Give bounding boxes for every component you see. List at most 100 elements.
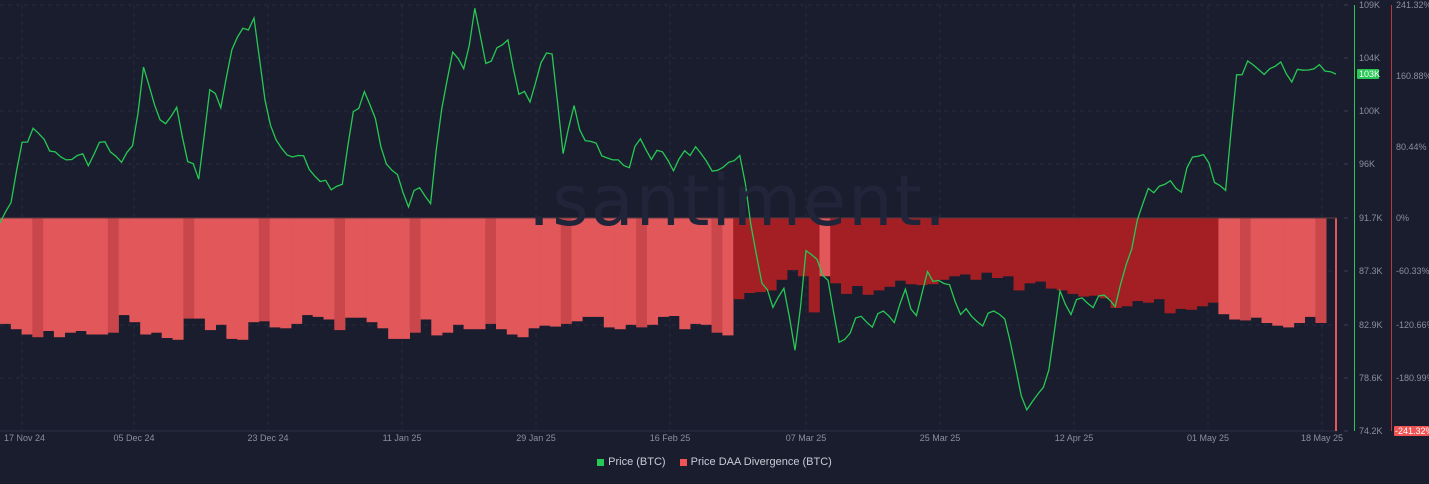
divergence-bar (1261, 218, 1273, 323)
divergence-bar (107, 218, 119, 333)
divergence-bar (506, 218, 518, 335)
divergence-bar (948, 218, 960, 277)
divergence-bar (528, 218, 540, 329)
divergence-axis-tick: -120.66% (1396, 320, 1429, 330)
divergence-bar (53, 218, 65, 338)
divergence-bar (75, 218, 87, 331)
price-axis-tick: 100K (1359, 106, 1380, 116)
divergence-bar (64, 218, 76, 333)
divergence-bar (862, 218, 874, 295)
x-axis-tick: 11 Jan 25 (383, 433, 422, 443)
divergence-bar (1110, 218, 1122, 308)
divergence-bar (1250, 218, 1262, 318)
divergence-bar (10, 218, 22, 330)
x-axis-tick: 07 Mar 25 (786, 433, 827, 443)
divergence-bar (388, 218, 400, 339)
divergence-bar (1196, 218, 1208, 307)
divergence-bar (517, 218, 529, 338)
divergence-bar (366, 218, 378, 323)
divergence-bar (841, 218, 853, 294)
divergence-bar (700, 218, 712, 325)
divergence-bar (560, 218, 572, 324)
divergence-bar (1067, 218, 1079, 294)
divergence-bar (1035, 218, 1047, 282)
divergence-bar (452, 218, 464, 325)
current-price-badge: 103K (1359, 69, 1380, 79)
x-axis-tick: 17 Nov 24 (4, 433, 45, 443)
divergence-bar (1229, 218, 1241, 320)
divergence-axis-tick: 0% (1396, 213, 1409, 223)
x-axis-tick: 05 Dec 24 (113, 433, 154, 443)
divergence-bar (571, 218, 583, 322)
legend-item-price[interactable]: Price (BTC) (597, 456, 666, 468)
x-axis-tick: 12 Apr 25 (1055, 433, 1094, 443)
divergence-bar (420, 218, 432, 320)
divergence-bar (1078, 218, 1090, 297)
divergence-bar (151, 218, 163, 333)
divergence-bar (873, 218, 885, 291)
price-axis-tick: 109K (1359, 0, 1380, 10)
divergence-bar (1315, 218, 1327, 323)
divergence-bar (1164, 218, 1176, 314)
divergence-bar (323, 218, 335, 320)
price-axis-tick: 96K (1359, 159, 1375, 169)
legend-label-price: Price (BTC) (608, 456, 666, 468)
divergence-bar (894, 218, 906, 281)
divergence-bar (1335, 218, 1337, 431)
divergence-bar (1045, 218, 1057, 289)
divergence-bar (905, 218, 917, 285)
x-axis-tick: 29 Jan 25 (516, 433, 556, 443)
divergence-bar (442, 218, 454, 333)
divergence-bar (172, 218, 184, 340)
divergence-bar (194, 218, 206, 319)
divergence-bar (744, 218, 756, 293)
divergence-bar (625, 218, 637, 325)
divergence-bar (1272, 218, 1284, 326)
divergence-bar (463, 218, 475, 330)
divergence-bar (549, 218, 561, 327)
divergence-bar (291, 218, 303, 324)
divergence-bar (269, 218, 281, 328)
divergence-bar (118, 218, 130, 316)
divergence-bar (377, 218, 389, 329)
divergence-bar (603, 218, 615, 328)
legend-swatch-divergence-icon (679, 458, 687, 466)
divergence-bar (808, 218, 820, 313)
divergence-bar (646, 218, 658, 325)
divergence-bar (679, 218, 691, 330)
divergence-bar (345, 218, 357, 318)
divergence-bar (916, 218, 928, 286)
legend-item-divergence[interactable]: Price DAA Divergence (BTC) (679, 456, 832, 468)
divergence-bar (258, 218, 270, 322)
divergence-bar (334, 218, 346, 331)
divergence-bar (927, 218, 939, 285)
divergence-bar (787, 218, 799, 271)
x-axis-tick: 18 May 25 (1301, 433, 1343, 443)
divergence-bar (722, 218, 734, 336)
price-line (0, 8, 1337, 412)
x-axis-tick: 23 Dec 24 (247, 433, 288, 443)
divergence-axis-tick: 241.32% (1396, 0, 1429, 10)
divergence-bar (992, 218, 1004, 278)
divergence-bar (237, 218, 249, 340)
divergence-bar (593, 218, 605, 317)
divergence-bar (819, 218, 831, 277)
divergence-bar (129, 218, 141, 323)
divergence-bar (1153, 218, 1165, 300)
divergence-bar (884, 218, 896, 287)
divergence-bar (797, 218, 809, 277)
legend-swatch-price-icon (597, 458, 605, 466)
divergence-bar (851, 218, 863, 286)
divergence-bar (1304, 218, 1316, 317)
divergence-bar (636, 218, 648, 328)
divergence-bar (1013, 218, 1025, 291)
divergence-bar (409, 218, 421, 333)
divergence-bar (474, 218, 486, 330)
divergence-bar (1207, 218, 1219, 303)
divergence-bar (1002, 218, 1014, 277)
divergence-bar (43, 218, 55, 331)
divergence-bar (1240, 218, 1252, 321)
divergence-bar (280, 218, 292, 329)
divergence-bar (1218, 218, 1230, 315)
